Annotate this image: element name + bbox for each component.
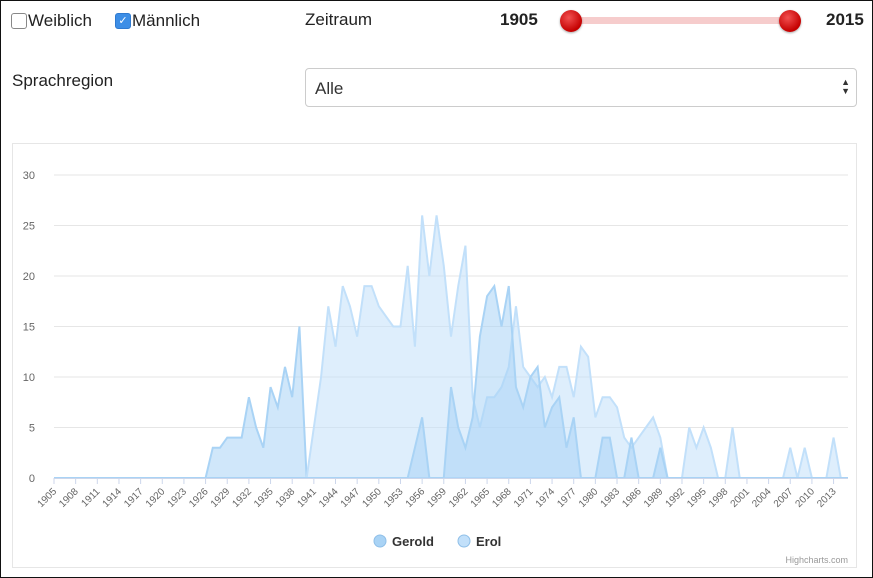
x-tick-label-17: 1956 (404, 486, 428, 510)
x-tick-label-9: 1932 (231, 486, 255, 510)
y-tick-label-5: 25 (23, 221, 35, 233)
y-tick-label-2: 10 (23, 372, 35, 384)
x-tick-label-22: 1971 (512, 486, 536, 510)
x-tick-label-4: 1917 (122, 486, 146, 510)
legend-label-1: Erol (476, 534, 501, 549)
x-tick-label-16: 1953 (382, 486, 406, 510)
filter-controls: Weiblich ✓ Männlich Zeitraum 1905 2015 S… (0, 0, 873, 130)
x-tick-label-0: 1905 (36, 486, 60, 510)
series-area-1 (54, 215, 848, 478)
x-tick-label-12: 1941 (295, 486, 319, 510)
female-checkbox[interactable]: Weiblich (11, 11, 92, 31)
x-tick-label-2: 1911 (79, 486, 102, 509)
legend-item-0[interactable]: Gerold (373, 534, 434, 549)
region-select-value: Alle (315, 79, 344, 98)
legend-marker-0 (373, 534, 387, 548)
y-tick-label-0: 0 (29, 473, 35, 485)
female-checkbox-label: Weiblich (28, 11, 92, 30)
name-frequency-chart: 0 5 10 15 20 25 30 1905190819111914191719201923… (23, 170, 848, 549)
x-tick-label-3: 1914 (101, 486, 125, 510)
x-tick-label-20: 1965 (469, 486, 493, 510)
x-tick-label-11: 1938 (274, 486, 298, 510)
legend-item-1[interactable]: Erol (457, 534, 501, 549)
x-tick-label-15: 1950 (360, 486, 384, 510)
year-start-value: 1905 (500, 10, 538, 29)
y-tick-label-6: 30 (23, 170, 35, 182)
x-tick-label-24: 1977 (555, 486, 579, 510)
x-tick-label-19: 1962 (447, 486, 471, 510)
x-tick-label-25: 1980 (577, 486, 601, 510)
female-checkbox-box[interactable] (11, 13, 27, 29)
x-tick-label-13: 1944 (317, 486, 341, 510)
x-tick-label-33: 2004 (750, 486, 774, 510)
x-tick-label-29: 1992 (664, 486, 688, 510)
legend-label-0: Gerold (392, 534, 434, 549)
x-tick-label-35: 2010 (794, 486, 818, 510)
x-tick-label-1: 1908 (57, 486, 81, 510)
overlay-series-area-0 (54, 286, 848, 478)
period-label: Zeitraum (305, 10, 373, 29)
x-tick-label-36: 2013 (815, 486, 839, 510)
select-arrows-icon: ▲ ▼ (841, 77, 850, 96)
chart-container: 0 5 10 15 20 25 30 1905 1908 1911 1914 1917 1920 1923… (12, 143, 857, 568)
x-tick-label-18: 1959 (425, 486, 449, 510)
region-label: Sprachregion (12, 71, 114, 90)
x-tick-label-7: 1926 (187, 486, 211, 510)
male-checkbox-box[interactable]: ✓ (115, 13, 131, 29)
x-tick-label-10: 1935 (252, 486, 276, 510)
x-tick-label-26: 1983 (599, 486, 623, 510)
year-range-slider-track[interactable] (571, 17, 790, 24)
x-tick-label-8: 1929 (209, 486, 233, 510)
x-tick-label-28: 1989 (642, 486, 666, 510)
y-tick-label-1: 5 (29, 423, 35, 435)
region-select[interactable]: Alle ▲ ▼ (305, 68, 857, 107)
x-tick-label-14: 1947 (339, 486, 363, 510)
male-checkbox[interactable]: ✓ Männlich (115, 11, 200, 31)
series-area-0 (54, 326, 848, 478)
y-tick-label-3: 15 (23, 322, 35, 334)
x-tick-label-32: 2001 (729, 486, 753, 510)
legend-marker-1 (457, 534, 471, 548)
x-tick-label-23: 1974 (534, 486, 558, 510)
x-tick-label-27: 1986 (620, 486, 644, 510)
year-end-handle[interactable] (779, 10, 801, 32)
x-tick-label-6: 1923 (166, 486, 190, 510)
chart-credits[interactable]: Highcharts.com (785, 555, 848, 565)
year-start-handle[interactable] (560, 10, 582, 32)
y-tick-label-4: 20 (23, 271, 35, 283)
x-tick-label-30: 1995 (685, 486, 709, 510)
male-checkbox-label: Männlich (132, 11, 201, 30)
x-tick-label-34: 2007 (772, 486, 796, 510)
x-tick-label-31: 1998 (707, 486, 731, 510)
x-tick-label-5: 1920 (144, 486, 168, 510)
year-end-value: 2015 (826, 10, 864, 29)
x-tick-label-21: 1968 (490, 486, 514, 510)
